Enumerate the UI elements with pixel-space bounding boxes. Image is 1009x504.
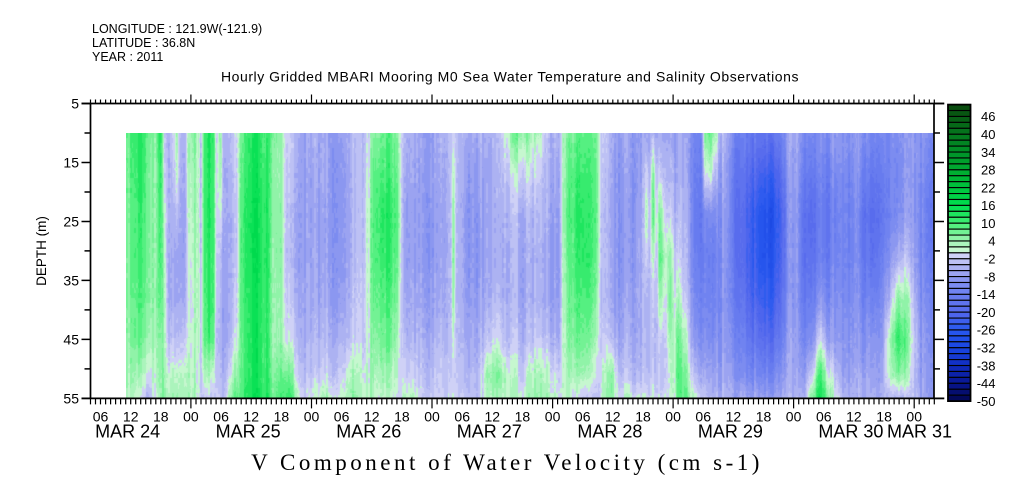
svg-text:16: 16 <box>981 198 995 213</box>
svg-text:18: 18 <box>635 409 651 425</box>
svg-text:-2: -2 <box>984 252 996 267</box>
svg-text:-44: -44 <box>977 376 996 391</box>
svg-text:-20: -20 <box>977 305 996 320</box>
svg-text:12: 12 <box>243 409 259 425</box>
svg-text:00: 00 <box>424 409 440 425</box>
svg-text:06: 06 <box>454 409 470 425</box>
svg-text:DEPTH (m): DEPTH (m) <box>34 216 49 286</box>
svg-text:YEAR : 2011: YEAR : 2011 <box>92 50 163 64</box>
svg-text:5: 5 <box>71 96 79 112</box>
svg-text:-26: -26 <box>977 323 996 338</box>
svg-text:4: 4 <box>988 234 995 249</box>
svg-text:12: 12 <box>605 409 621 425</box>
svg-text:00: 00 <box>183 409 199 425</box>
svg-text:45: 45 <box>63 331 79 347</box>
svg-text:-32: -32 <box>977 341 996 356</box>
svg-text:40: 40 <box>981 127 995 142</box>
svg-text:00: 00 <box>786 409 802 425</box>
svg-text:15: 15 <box>63 155 79 171</box>
svg-text:00: 00 <box>906 409 922 425</box>
svg-text:46: 46 <box>981 109 995 124</box>
svg-text:00: 00 <box>545 409 561 425</box>
svg-text:34: 34 <box>981 145 995 160</box>
svg-text:-38: -38 <box>977 358 996 373</box>
svg-text:MAR 25: MAR 25 <box>216 422 281 442</box>
svg-text:06: 06 <box>334 409 350 425</box>
svg-text:06: 06 <box>93 409 109 425</box>
svg-text:12: 12 <box>485 409 501 425</box>
svg-text:12: 12 <box>123 409 139 425</box>
svg-text:18: 18 <box>274 409 290 425</box>
svg-text:06: 06 <box>816 409 832 425</box>
svg-text:MAR 26: MAR 26 <box>336 422 401 442</box>
svg-text:MAR 27: MAR 27 <box>457 422 522 442</box>
svg-text:Hourly Gridded MBARI Mooring M: Hourly Gridded MBARI Mooring M0 Sea Wate… <box>221 69 799 85</box>
svg-text:MAR 30: MAR 30 <box>818 422 883 442</box>
svg-text:28: 28 <box>981 163 995 178</box>
svg-text:06: 06 <box>575 409 591 425</box>
svg-text:LATITUDE : 36.8N: LATITUDE : 36.8N <box>92 36 195 50</box>
svg-text:22: 22 <box>981 180 995 195</box>
svg-text:-14: -14 <box>977 287 996 302</box>
svg-text:12: 12 <box>364 409 380 425</box>
svg-text:18: 18 <box>153 409 169 425</box>
svg-text:18: 18 <box>876 409 892 425</box>
svg-text:MAR 29: MAR 29 <box>698 422 763 442</box>
svg-text:10: 10 <box>981 216 995 231</box>
svg-text:12: 12 <box>846 409 862 425</box>
svg-text:18: 18 <box>756 409 772 425</box>
svg-text:25: 25 <box>63 214 79 230</box>
svg-text:12: 12 <box>726 409 742 425</box>
svg-text:35: 35 <box>63 272 79 288</box>
svg-text:00: 00 <box>304 409 320 425</box>
svg-text:MAR 31: MAR 31 <box>887 422 952 442</box>
svg-text:MAR 24: MAR 24 <box>95 422 160 442</box>
svg-text:06: 06 <box>213 409 229 425</box>
svg-text:18: 18 <box>394 409 410 425</box>
svg-text:55: 55 <box>63 390 79 406</box>
svg-text:MAR 28: MAR 28 <box>577 422 642 442</box>
svg-text:00: 00 <box>665 409 681 425</box>
svg-text:V Component of Water Velocity: V Component of Water Velocity (cm s-1) <box>251 450 763 475</box>
svg-text:06: 06 <box>695 409 711 425</box>
svg-text:LONGITUDE : 121.9W(-121.9): LONGITUDE : 121.9W(-121.9) <box>92 22 262 36</box>
svg-text:-8: -8 <box>984 269 996 284</box>
svg-text:-50: -50 <box>977 394 996 409</box>
svg-text:18: 18 <box>515 409 531 425</box>
